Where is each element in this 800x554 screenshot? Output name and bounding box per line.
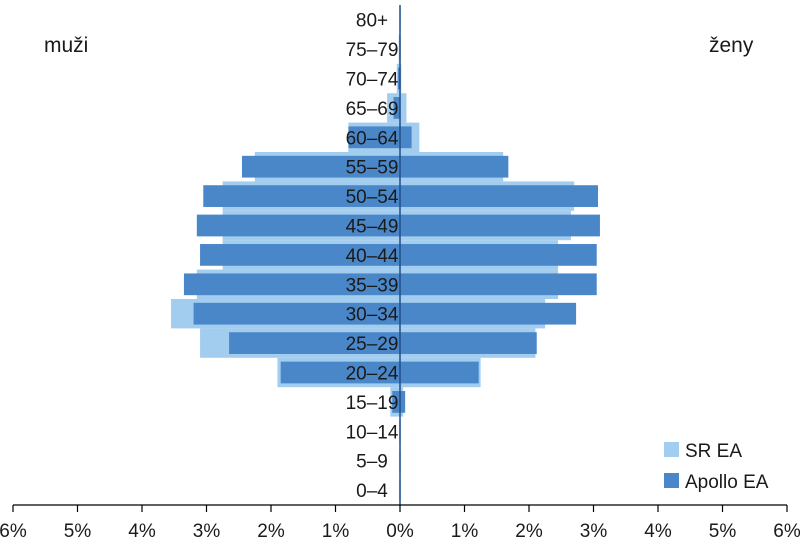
bar-apollo-ea-men-4 (280, 361, 400, 384)
bar-apollo-ea-women-8 (400, 244, 597, 266)
bar-apollo-ea-women-3 (400, 391, 406, 413)
age-group-label: 35–39 (346, 275, 399, 296)
legend-label-sr-ea: SR EA (685, 441, 742, 462)
x-tick-label: 1% (322, 521, 350, 542)
x-tick-label: 6% (0, 521, 27, 542)
bar-apollo-ea-men-11 (241, 155, 400, 178)
age-group-label: 15–19 (346, 393, 399, 414)
x-tick-label: 1% (451, 521, 479, 542)
age-group-label: 75–79 (346, 40, 399, 61)
age-group-label: 65–69 (346, 99, 399, 120)
bar-apollo-ea-men-13 (393, 97, 400, 119)
legend: SR EA Apollo EA (664, 441, 769, 493)
bars-apollo-ea (183, 8, 600, 501)
age-group-label: 25–29 (346, 334, 399, 355)
x-tick-label: 5% (709, 521, 737, 542)
legend-label-apollo-ea: Apollo EA (685, 472, 769, 493)
age-group-label: 70–74 (346, 70, 399, 91)
age-group-label: 0–4 (356, 481, 388, 502)
right-side-label: ženy (709, 34, 754, 57)
age-group-label: 50–54 (346, 187, 399, 208)
age-group-label: 10–14 (346, 422, 399, 443)
x-tick-label: 6% (773, 521, 800, 542)
left-side-label: muži (44, 34, 89, 57)
age-group-labels: 0–4 5–9 10–14 15–19 20–24 25–29 30–34 35–39 40–4… (346, 11, 399, 502)
x-tick-label: 3% (193, 521, 221, 542)
bar-apollo-ea-men-14 (398, 67, 400, 90)
bar-apollo-ea-men-9 (196, 214, 400, 237)
bar-apollo-ea-men-3 (392, 391, 400, 413)
bar-apollo-ea-women-6 (400, 302, 577, 325)
bar-apollo-ea-men-6 (193, 302, 400, 325)
x-tick-label: 2% (257, 521, 285, 542)
x-tick-label: 2% (515, 521, 543, 542)
legend-swatch-apollo-ea (664, 473, 679, 488)
age-group-label: 60–64 (346, 128, 399, 149)
age-group-label: 40–44 (346, 246, 399, 267)
age-group-label: 80+ (356, 11, 388, 32)
x-tick-label: 3% (580, 521, 608, 542)
age-group-label: 55–59 (346, 158, 399, 179)
bar-apollo-ea-men-5 (229, 332, 400, 354)
bar-apollo-ea-women-9 (400, 214, 600, 237)
bar-apollo-ea-men-7 (183, 273, 400, 296)
x-tick-label: 4% (128, 521, 156, 542)
x-tick-label: 4% (644, 521, 672, 542)
bar-sr-ea-women-13 (400, 93, 407, 123)
bar-apollo-ea-men-10 (203, 185, 400, 207)
x-axis-ticks: 6% 5% 4% 3% 2% 1% 0% 1% 2% 3% 4% 5% 6% (0, 505, 800, 542)
bar-apollo-ea-women-4 (400, 361, 479, 384)
bar-apollo-ea-women-10 (400, 185, 599, 207)
bar-apollo-ea-women-12 (400, 126, 412, 149)
x-tick-label: 5% (64, 521, 92, 542)
bar-apollo-ea-women-11 (400, 155, 509, 178)
bar-apollo-ea-women-5 (400, 332, 537, 354)
x-tick-label: 0% (386, 521, 414, 542)
bar-apollo-ea-women-7 (400, 273, 597, 296)
age-group-label: 30–34 (346, 305, 399, 326)
age-group-label: 45–49 (346, 217, 399, 238)
bar-apollo-ea-men-12 (348, 126, 400, 149)
bar-apollo-ea-men-8 (200, 244, 400, 266)
age-group-label: 20–24 (346, 364, 399, 385)
age-group-label: 5–9 (356, 452, 388, 473)
legend-swatch-sr-ea (664, 442, 679, 457)
